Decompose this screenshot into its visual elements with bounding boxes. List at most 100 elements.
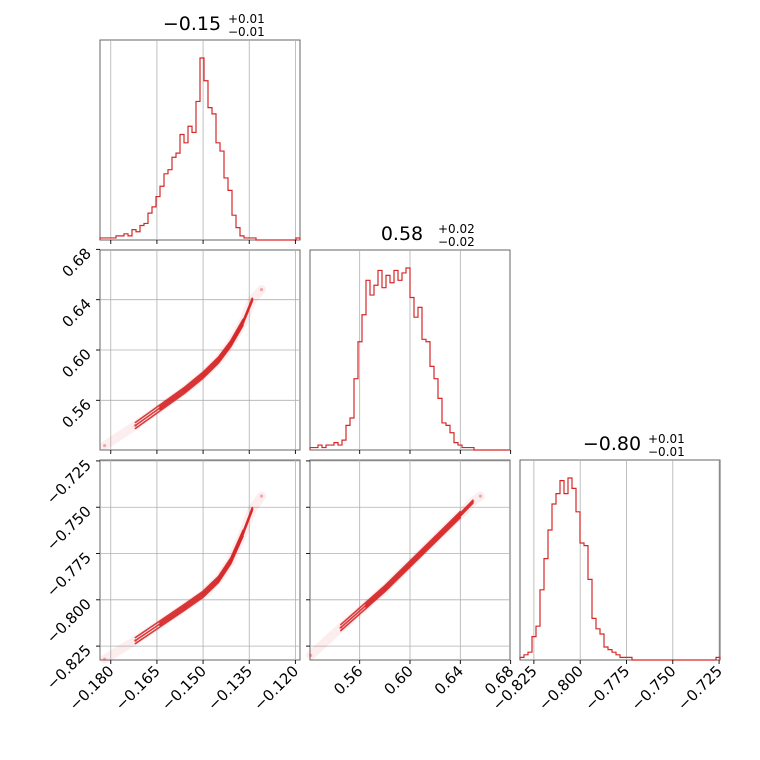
histogram-bin [604,647,608,660]
histogram-bin [104,238,108,240]
histogram-bin [398,280,402,450]
histogram-bin [362,315,366,450]
histogram-bin [524,655,528,660]
histogram-bin [540,590,544,660]
contour-line [340,500,474,629]
histogram-bin [326,445,330,450]
histogram-bin [160,186,164,240]
histogram-bin [132,230,136,240]
histogram-bin [716,657,720,660]
title-lower-error: −0.01 [228,25,265,39]
histogram-bin [236,228,240,240]
x-tick-label: −0.725 [674,662,726,714]
title-lower-error: −0.02 [438,235,475,249]
histogram-bin [402,273,406,450]
histogram-bin [100,238,104,240]
histogram-bin [176,153,180,240]
histogram-bin [620,657,624,660]
y-tick-label: −0.750 [43,502,95,554]
histogram-bin [418,307,422,450]
x-tick-label: −0.120 [250,662,302,714]
histogram-bin [152,207,156,240]
title-errors: +0.02−0.02 [438,222,475,249]
sample-point [259,494,264,498]
histogram-bin [232,215,236,240]
histogram-bin [584,546,588,660]
histogram-bin [148,213,152,240]
y-tick-label: −0.775 [43,549,95,601]
histogram-bin [572,488,576,660]
histogram-bin [128,236,132,240]
histogram-bin [220,151,224,240]
sample-point [478,494,483,498]
histogram-bin [462,448,466,450]
histogram-bin [338,445,342,450]
histogram-bin [520,657,524,660]
histogram-bin [592,618,596,660]
contour-line [134,324,244,430]
histogram-bin [580,543,584,660]
histogram-bin [370,295,374,450]
histogram-bin [140,226,144,240]
histogram-bin [596,629,600,660]
histogram-bin [310,448,314,450]
histogram-bin [200,58,204,240]
contour-line [365,502,474,608]
title-upper-error: +0.01 [648,432,685,446]
histogram-bin [136,232,140,240]
sample-point [103,657,107,661]
histogram-bin [470,448,474,450]
histogram-bin [532,637,536,660]
histogram-bin [346,425,350,450]
histogram-bin [244,238,248,240]
y-tick-label: 0.60 [58,345,94,381]
histogram-bin [382,288,386,450]
histogram-bin [528,652,532,660]
histogram-bin [434,379,438,450]
histogram-bin [180,135,184,240]
histogram-bin [366,280,370,450]
histogram-bin [184,143,188,240]
y-tick-label: 0.64 [58,295,94,331]
histogram-bin [588,579,592,660]
histogram-bin [374,285,378,450]
x-tick-label: −0.135 [204,662,256,714]
histogram-bin [548,530,552,660]
histogram-bin [354,379,358,450]
histogram-bin [216,143,220,240]
title-errors: +0.01−0.01 [228,12,265,39]
histogram-bin [612,652,616,660]
title-median: 0.58 [381,223,423,245]
x-tick-label: −0.775 [581,662,633,714]
histogram-bin [314,448,318,450]
x-tick-label: −0.750 [628,662,680,714]
histogram-bin [414,317,418,450]
sample-point [259,288,264,292]
histogram-bin [576,512,580,660]
histogram-bin [446,425,450,450]
histogram-bin [168,170,172,240]
histogram-bin [350,418,354,450]
x-tick-label: −0.800 [535,662,587,714]
title-median: −0.15 [163,13,221,35]
sample-point [309,653,313,657]
panel-title: −0.80 [583,433,641,455]
histogram-bin [228,190,232,240]
histogram-step-line [99,57,301,241]
histogram-bin [410,298,414,450]
title-upper-error: +0.02 [438,222,475,236]
histogram-bin [212,114,216,240]
y-tick-label: −0.725 [43,456,95,508]
histogram-bin [342,440,346,450]
histogram-bin [196,101,200,240]
histogram-bin [556,494,560,660]
x-tick-label: −0.165 [112,662,164,714]
histogram-bin [394,270,398,450]
histogram-bin [296,238,300,240]
histogram-bin [240,236,244,240]
histogram-bin [624,657,628,660]
histogram-bin [334,443,338,450]
title-upper-error: +0.01 [228,12,265,26]
histogram-bin [358,342,362,450]
